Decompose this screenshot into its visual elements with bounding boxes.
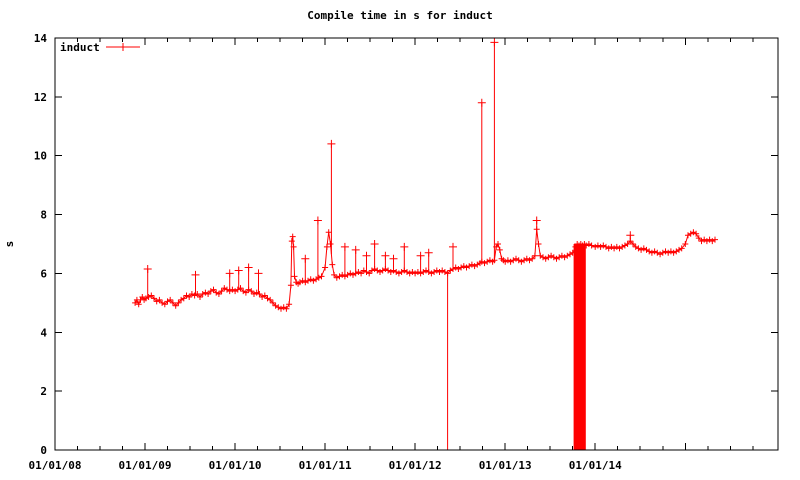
y-tick-label: 14 <box>34 32 48 45</box>
x-tick-label: 01/01/11 <box>299 459 352 472</box>
plot-border <box>54 37 779 451</box>
y-axis-label: s <box>3 241 16 248</box>
x-tick-label: 01/01/14 <box>569 459 622 472</box>
y-tick-label: 12 <box>34 91 47 104</box>
x-tick-label: 01/01/09 <box>119 459 172 472</box>
series-zero-drop <box>573 244 586 450</box>
x-tick-label: 01/01/08 <box>29 459 82 472</box>
y-tick-label: 10 <box>34 150 47 163</box>
y-tick-label: 6 <box>40 267 47 280</box>
x-tick-label: 01/01/10 <box>209 459 262 472</box>
y-tick-label: 2 <box>40 385 47 398</box>
series-induct <box>132 38 718 450</box>
y-tick-label: 8 <box>40 209 47 222</box>
chart-title: Compile time in s for induct <box>307 9 492 22</box>
x-tick-label: 01/01/12 <box>389 459 442 472</box>
series-spike-markers <box>143 38 635 279</box>
legend-series-marker-icon <box>106 43 140 51</box>
legend: induct <box>60 41 140 54</box>
series-zero-drop <box>447 273 449 450</box>
y-tick-label: 0 <box>40 444 47 457</box>
series-spikes <box>147 42 631 298</box>
legend-label: induct <box>60 41 100 54</box>
y-tick-label: 4 <box>40 326 47 339</box>
x-tick-label: 01/01/13 <box>479 459 532 472</box>
